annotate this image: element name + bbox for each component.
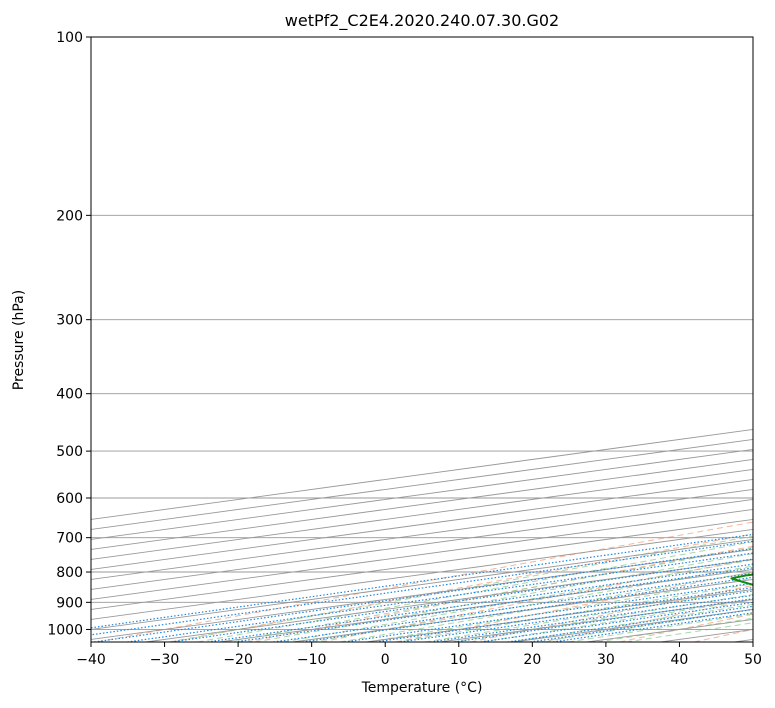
y-tick-label: 800	[56, 565, 83, 581]
x-tick-label: −30	[150, 652, 180, 668]
x-tick-label: 10	[450, 652, 468, 668]
dry-adiabat	[769, 37, 775, 642]
x-axis: −40 −30 −20 −10 0 10 20 30 40 50	[76, 642, 762, 668]
mixing-ratio-line	[302, 576, 753, 642]
isotherm	[91, 488, 753, 580]
isotherm	[219, 568, 753, 642]
x-tick-label: −40	[76, 652, 106, 668]
isotherm	[439, 598, 753, 642]
isotherm	[660, 628, 753, 642]
isotherm	[91, 508, 753, 600]
moist-adiabat	[510, 603, 753, 642]
isotherm	[91, 458, 753, 550]
y-axis-label: Pressure (hPa)	[11, 290, 27, 390]
dry-adiabat	[619, 613, 753, 642]
y-tick-label: 700	[56, 531, 83, 547]
moist-adiabat	[339, 571, 753, 642]
x-tick-label: −20	[223, 652, 253, 668]
moist-adiabat	[254, 553, 753, 642]
isotherm	[91, 538, 753, 630]
dry-adiabat	[693, 628, 753, 642]
moist-adiabat	[168, 535, 753, 642]
y-tick-label: 300	[56, 313, 83, 329]
y-tick-label: 200	[56, 208, 83, 224]
x-tick-label: 20	[523, 652, 541, 668]
mixing-ratio-line	[234, 567, 753, 642]
isotherm	[91, 548, 753, 640]
mixing-ratio-line	[273, 572, 753, 642]
chart-title: wetPf2_C2E4.2020.240.07.30.G02	[285, 11, 559, 31]
dry-adiabat	[246, 545, 753, 642]
x-tick-label: 0	[381, 652, 390, 668]
y-axis: 100 200 300 400 500 600 700 800 900 1000	[47, 30, 91, 638]
dry-adiabat	[470, 584, 753, 642]
mixing-ratio-line	[507, 605, 753, 642]
mixing-ratio-line	[91, 533, 753, 629]
isotherm	[91, 528, 753, 620]
isotherm	[366, 588, 753, 642]
y-tick-label: 900	[56, 595, 83, 611]
moist-adiabat	[396, 583, 753, 642]
isotherm	[587, 618, 753, 642]
isotherm	[91, 498, 753, 590]
moist-adiabat	[367, 577, 753, 642]
x-tick-label: −10	[297, 652, 327, 668]
y-tick-label: 600	[56, 491, 83, 507]
plot-frame	[90, 36, 754, 643]
y-tick-label: 100	[56, 30, 83, 46]
isotherm	[145, 558, 753, 642]
moist-adiabat	[452, 593, 753, 642]
x-tick-label: 50	[744, 652, 762, 668]
isotherm	[91, 468, 753, 560]
isotherm	[91, 478, 753, 570]
y-tick-label: 400	[56, 387, 83, 403]
mixing-ratio-line	[375, 586, 753, 642]
isotherm	[91, 518, 753, 610]
dry-adiabat	[97, 521, 753, 642]
x-axis-label: Temperature (°C)	[361, 680, 483, 696]
x-tick-label: 40	[671, 652, 689, 668]
y-tick-label: 1000	[47, 622, 83, 638]
mixing-ratio-line	[91, 540, 753, 636]
moist-adiabat	[424, 588, 753, 642]
dry-adiabat	[395, 571, 753, 642]
moist-adiabat	[226, 547, 753, 642]
dry-adiabat	[321, 558, 753, 642]
moist-adiabat	[282, 559, 753, 642]
mixing-ratio-line	[552, 612, 753, 642]
dry-adiabat	[171, 533, 753, 642]
mixing-ratio-line	[171, 558, 753, 642]
y-tick-label: 500	[56, 444, 83, 460]
background-lines	[91, 37, 775, 642]
mixing-ratio-line	[344, 582, 753, 642]
x-tick-label: 30	[597, 652, 615, 668]
